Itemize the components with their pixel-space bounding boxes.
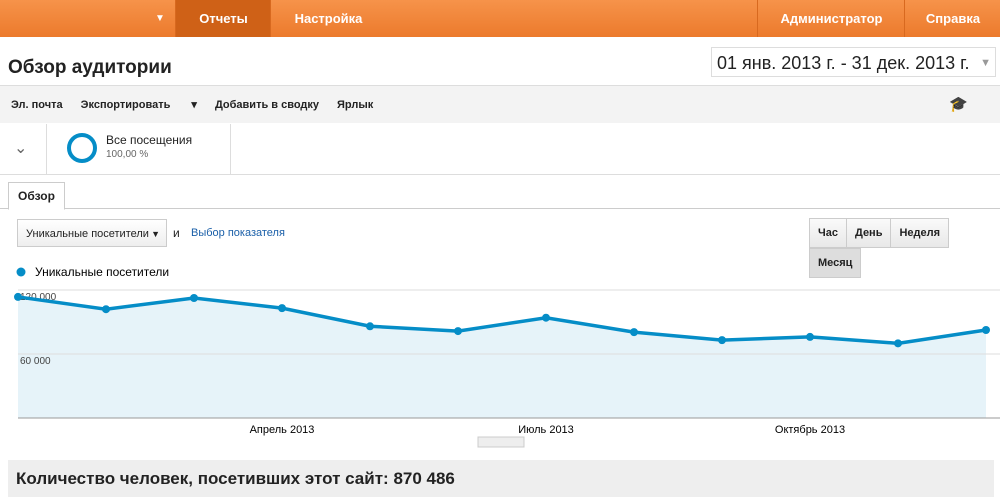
legend-marker [16, 267, 26, 277]
point [630, 328, 638, 337]
point [806, 332, 814, 341]
resize-handle [477, 436, 525, 448]
period-button[interactable]: Час [809, 218, 847, 248]
point [718, 336, 726, 345]
segment-bar: ⌄ Все посещения 100,00 % [0, 124, 1000, 175]
tool[interactable]: Эл. почта [11, 99, 63, 111]
tool-text: Экспортировать [80, 99, 171, 111]
conjunction: и [173, 226, 180, 240]
point [366, 322, 374, 331]
nav-item[interactable]: Администратор [757, 0, 905, 37]
point [278, 304, 286, 313]
expand[interactable]: ⌄ [14, 140, 28, 157]
nav-menu[interactable]: ▼ [155, 13, 165, 24]
tab[interactable]: Обзор [8, 182, 65, 210]
tab-line [0, 208, 1000, 209]
period-buttons: Час День Неделя Месяц [809, 218, 1000, 278]
period-button[interactable]: Неделя [890, 218, 950, 248]
summary: Количество человек, посетивших этот сайт… [8, 460, 994, 497]
icon[interactable]: 🎓 [949, 96, 968, 113]
point [894, 339, 902, 348]
toolbar: Эл. почта Экспортировать ▾ Добавить в свод… [0, 85, 1000, 123]
point [542, 313, 550, 322]
point [102, 305, 110, 314]
nav-item[interactable]: Настройка [270, 0, 386, 37]
x-tick-label: Октябрь 2013 [775, 424, 845, 436]
x-tick-label: Июль 2013 [518, 424, 574, 436]
date-text: 01 янв. 2013 г. - 31 дек. 2013 г. [717, 53, 970, 73]
date-range[interactable]: 01 янв. 2013 г. - 31 дек. 2013 г. ▼ [711, 47, 996, 77]
point [454, 327, 462, 336]
legend-label: Уникальные посетители [35, 265, 169, 279]
summary-label: Количество человек, посетивших этот сайт… [16, 469, 389, 488]
top-nav: ▼ Отчеты Настройка Администратор Справка [0, 0, 1000, 37]
y-tick-label: 60 000 [20, 356, 51, 367]
y-tick-label: 120 000 [20, 292, 57, 303]
period-button[interactable]: День [845, 218, 892, 248]
line [17, 295, 987, 346]
summary-value: 870 486 [393, 469, 455, 488]
area [18, 296, 986, 418]
segment-ring [67, 133, 97, 163]
metric-text: Уникальные посетители [26, 228, 149, 240]
x-tick-label: Апрель 2013 [250, 424, 315, 436]
metric-select[interactable]: Уникальные посетители ▼ [17, 219, 167, 247]
point [982, 326, 990, 334]
tool[interactable]: Экспортировать ▾ [80, 99, 197, 111]
tool[interactable]: Ярлык [337, 99, 374, 111]
period-button[interactable]: Месяц [809, 248, 862, 278]
page-title: Обзор аудитории [8, 57, 172, 78]
point [190, 294, 198, 302]
pick-metric[interactable]: Выбор показателя [191, 227, 285, 239]
tool[interactable]: Добавить в сводку [214, 99, 320, 111]
segment-name: Все посещения [106, 133, 193, 147]
segment-share: 100,00 % [106, 149, 149, 160]
nav-item[interactable]: Справка [904, 0, 1000, 37]
chart: Уникальные посетители 60 000 120 000 Апрель… [14, 265, 1000, 448]
point [14, 292, 22, 301]
segment[interactable]: Все посещения 100,00 % [46, 124, 231, 174]
nav-item[interactable]: Отчеты [175, 0, 271, 37]
